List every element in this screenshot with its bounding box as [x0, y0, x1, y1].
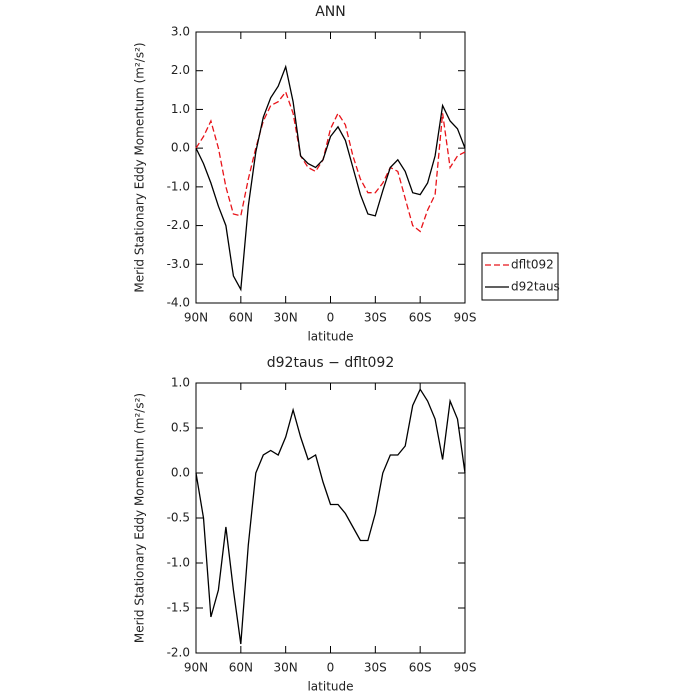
- y-tick-label: -2.0: [167, 218, 190, 232]
- y-axis-label: Merid Stationary Eddy Momentum (m²/s²): [133, 42, 147, 292]
- plot-frame: [195, 31, 466, 304]
- x-tick-label: 30N: [274, 311, 298, 325]
- chart-title: ANN: [315, 4, 346, 20]
- y-axis-label: Merid Stationary Eddy Momentum (m²/s²): [133, 393, 147, 643]
- x-tick-label: 0: [327, 661, 335, 675]
- data-line: [195, 90, 466, 233]
- x-tick-label: 90S: [454, 661, 477, 675]
- x-axis-label: latitude: [307, 680, 353, 694]
- chart-title: d92taus − dflt092: [267, 355, 394, 371]
- y-tick-label: -1.5: [167, 601, 190, 615]
- legend-box: [481, 252, 559, 301]
- legend-label: dflt092: [511, 258, 554, 272]
- x-tick-label: 90N: [184, 661, 208, 675]
- y-tick-label: 1.0: [171, 102, 190, 116]
- x-tick-label: 30N: [274, 661, 298, 675]
- x-tick-label: 0: [327, 311, 335, 325]
- x-tick-label: 60S: [409, 661, 432, 675]
- y-tick-label: -3.0: [167, 257, 190, 271]
- y-tick-label: -1.0: [167, 556, 190, 570]
- y-tick-label: 2.0: [171, 63, 190, 77]
- y-tick-label: 0.0: [171, 141, 190, 155]
- x-axis-label: latitude: [307, 330, 353, 344]
- legend-label: d92taus: [511, 280, 560, 294]
- x-tick-label: 60N: [229, 661, 253, 675]
- y-tick-label: 0.0: [171, 466, 190, 480]
- y-tick-label: -2.0: [167, 646, 190, 660]
- y-tick-label: 1.0: [171, 376, 190, 390]
- x-tick-label: 30S: [364, 311, 387, 325]
- x-tick-label: 90S: [454, 311, 477, 325]
- y-tick-label: 3.0: [171, 25, 190, 39]
- x-tick-label: 60S: [409, 311, 432, 325]
- y-tick-label: -4.0: [167, 296, 190, 310]
- x-tick-label: 90N: [184, 311, 208, 325]
- x-tick-label: 60N: [229, 311, 253, 325]
- y-tick-label: -0.5: [167, 511, 190, 525]
- y-tick-label: -1.0: [167, 179, 190, 193]
- y-tick-label: 0.5: [171, 421, 190, 435]
- data-line: [195, 387, 466, 645]
- x-tick-label: 30S: [364, 661, 387, 675]
- data-line: [195, 64, 466, 292]
